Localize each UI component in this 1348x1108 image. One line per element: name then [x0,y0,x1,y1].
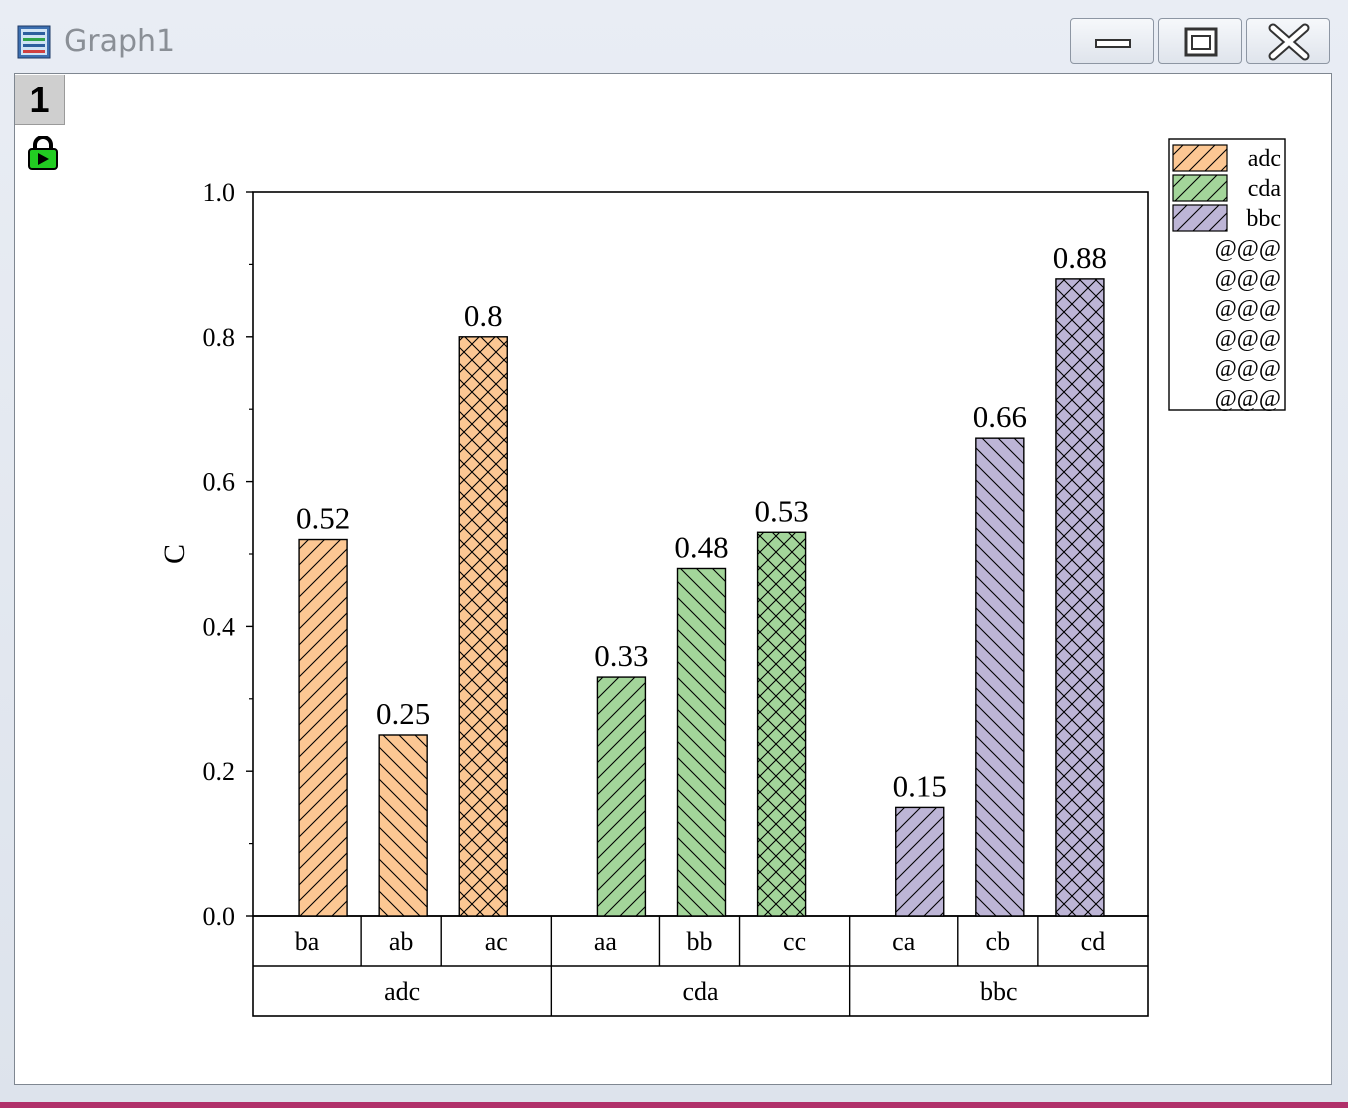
legend-label: @@@ [1215,326,1281,352]
bar-ac [458,336,508,917]
layer-tab[interactable]: 1 [15,75,65,125]
y-tick-label: 0.2 [203,757,236,786]
y-tick-label: 0.4 [203,612,236,641]
window-title: Graph1 [64,24,176,59]
data-label-ac: 0.8 [464,298,503,333]
graph-window-icon [17,25,51,59]
title-bar[interactable]: Graph1 [0,0,1348,72]
legend-label: @@@ [1215,356,1281,382]
data-label-ab: 0.25 [376,696,430,731]
bar-aa [596,676,647,917]
data-label-bb: 0.48 [674,529,728,564]
legend-label: @@@ [1215,296,1281,322]
bar-ab [378,734,428,917]
legend-swatch-bbc [1172,204,1228,232]
category-label-cc: cc [783,927,806,956]
legend-swatch-adc [1172,144,1228,172]
category-label-bb: bb [686,927,712,956]
legend-label: @@@ [1215,386,1281,412]
bar-bb [676,567,727,917]
category-label-ca: ca [892,927,916,956]
bar-cb [975,437,1025,917]
minimize-button[interactable] [1070,18,1154,64]
y-tick-label: 1.0 [203,178,236,207]
window-bottom-border [0,1102,1348,1108]
y-tick-label: 0.0 [203,902,236,931]
close-button[interactable] [1246,18,1330,64]
category-label-ac: ac [485,927,508,956]
data-label-ba: 0.52 [296,501,350,536]
category-label-cb: cb [986,927,1011,956]
close-icon [1268,23,1310,61]
legend-label: bbc [1246,206,1281,232]
legend-label: cda [1248,176,1282,202]
legend-swatch-cda [1172,174,1228,202]
legend-label: @@@ [1215,266,1281,292]
category-label-ab: ab [389,927,414,956]
bar-cc [756,531,807,917]
data-label-cd: 0.88 [1053,240,1107,275]
maximize-icon [1184,27,1218,57]
bar-cd [1055,278,1105,917]
data-label-aa: 0.33 [594,638,648,673]
category-label-ba: ba [295,927,320,956]
bar-ba [298,538,348,917]
legend-label: @@@ [1215,236,1281,262]
group-label: bbc [980,977,1018,1006]
category-label-aa: aa [594,927,618,956]
minimize-icon [1095,39,1131,48]
data-label-cb: 0.66 [973,399,1027,434]
data-label-cc: 0.53 [754,493,808,528]
legend-label: adc [1248,146,1281,172]
category-label-cd: cd [1081,927,1106,956]
y-tick-label: 0.6 [203,468,236,497]
y-tick-label: 0.8 [203,323,236,352]
bar-ca [895,806,945,917]
data-label-ca: 0.15 [893,768,947,803]
group-label: adc [384,977,420,1006]
group-label: cda [682,977,719,1006]
lock-icon[interactable] [27,136,59,170]
maximize-button[interactable] [1158,18,1242,64]
y-axis-label: C [158,544,191,564]
